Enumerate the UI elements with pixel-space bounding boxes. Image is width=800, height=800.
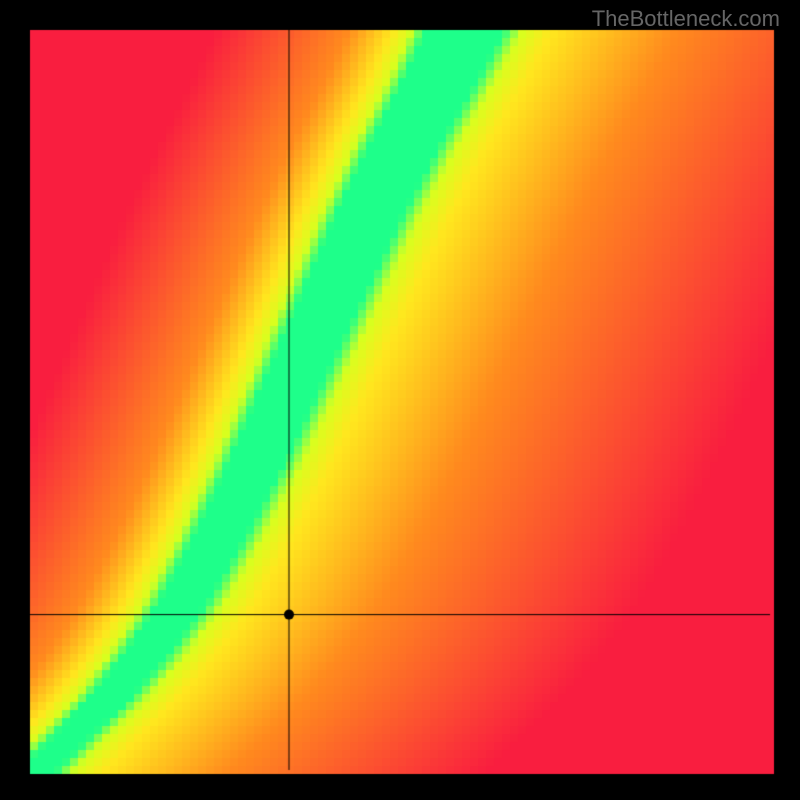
watermark-text: TheBottleneck.com <box>592 6 780 32</box>
chart-container: TheBottleneck.com <box>0 0 800 800</box>
heatmap-canvas <box>0 0 800 800</box>
